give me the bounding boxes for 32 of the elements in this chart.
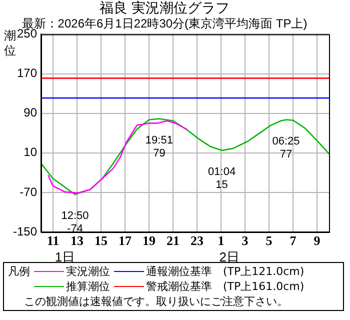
legend-label: 警戒潮位基準 (TP上161.0cm) [145,279,306,294]
legend-title: 凡例 [7,264,31,279]
y-axis-title: 潮位 [4,28,16,58]
legend-label: 通報潮位基準 (TP上121.0cm) [145,264,306,279]
legend-label: 推算潮位 [65,279,111,294]
y-tick-label: -150 [12,224,38,238]
annotation: 19:51 79 [145,134,173,160]
x-tick-label: 1 [218,233,224,248]
x-tick-label: 15 [94,233,108,248]
annotation: 12:50 -74 [61,210,89,235]
chart-title: 福良 実況潮位グラフ [100,0,230,16]
annotation: 06:25 77 [272,135,300,160]
text: この観測値は速報値です。取り扱いにご注意下さい。 [23,294,289,309]
x2-tick-label: 1日 [54,249,76,264]
x-tick-label: 19 [142,233,156,248]
y-tick-label: 10 [24,145,38,160]
y-tick-label: 170 [16,66,38,80]
chart-subtitle: 最新：2026年6月1日22時30分(東京湾平均海面 TP上) [22,16,308,30]
x-tick-label: 13 [70,233,84,248]
y-tick-label: 90 [24,106,38,120]
x-tick-label: 3 [242,233,249,248]
x-tick-label: 17 [118,233,132,248]
annotation: 01:04 15 [208,166,236,191]
y-tick-label: -70 [20,184,38,199]
x-tick-label: 7 [290,233,297,248]
x-tick-label: 23 [190,233,204,248]
x-tick-label: 21 [166,233,180,248]
x2-tick-label: 2日 [219,249,240,264]
x-tick-label: 9 [314,233,321,248]
x-tick-label: 11 [46,233,60,248]
x-tick-label: 5 [266,233,273,248]
legend-label: 実況潮位 [65,264,111,279]
